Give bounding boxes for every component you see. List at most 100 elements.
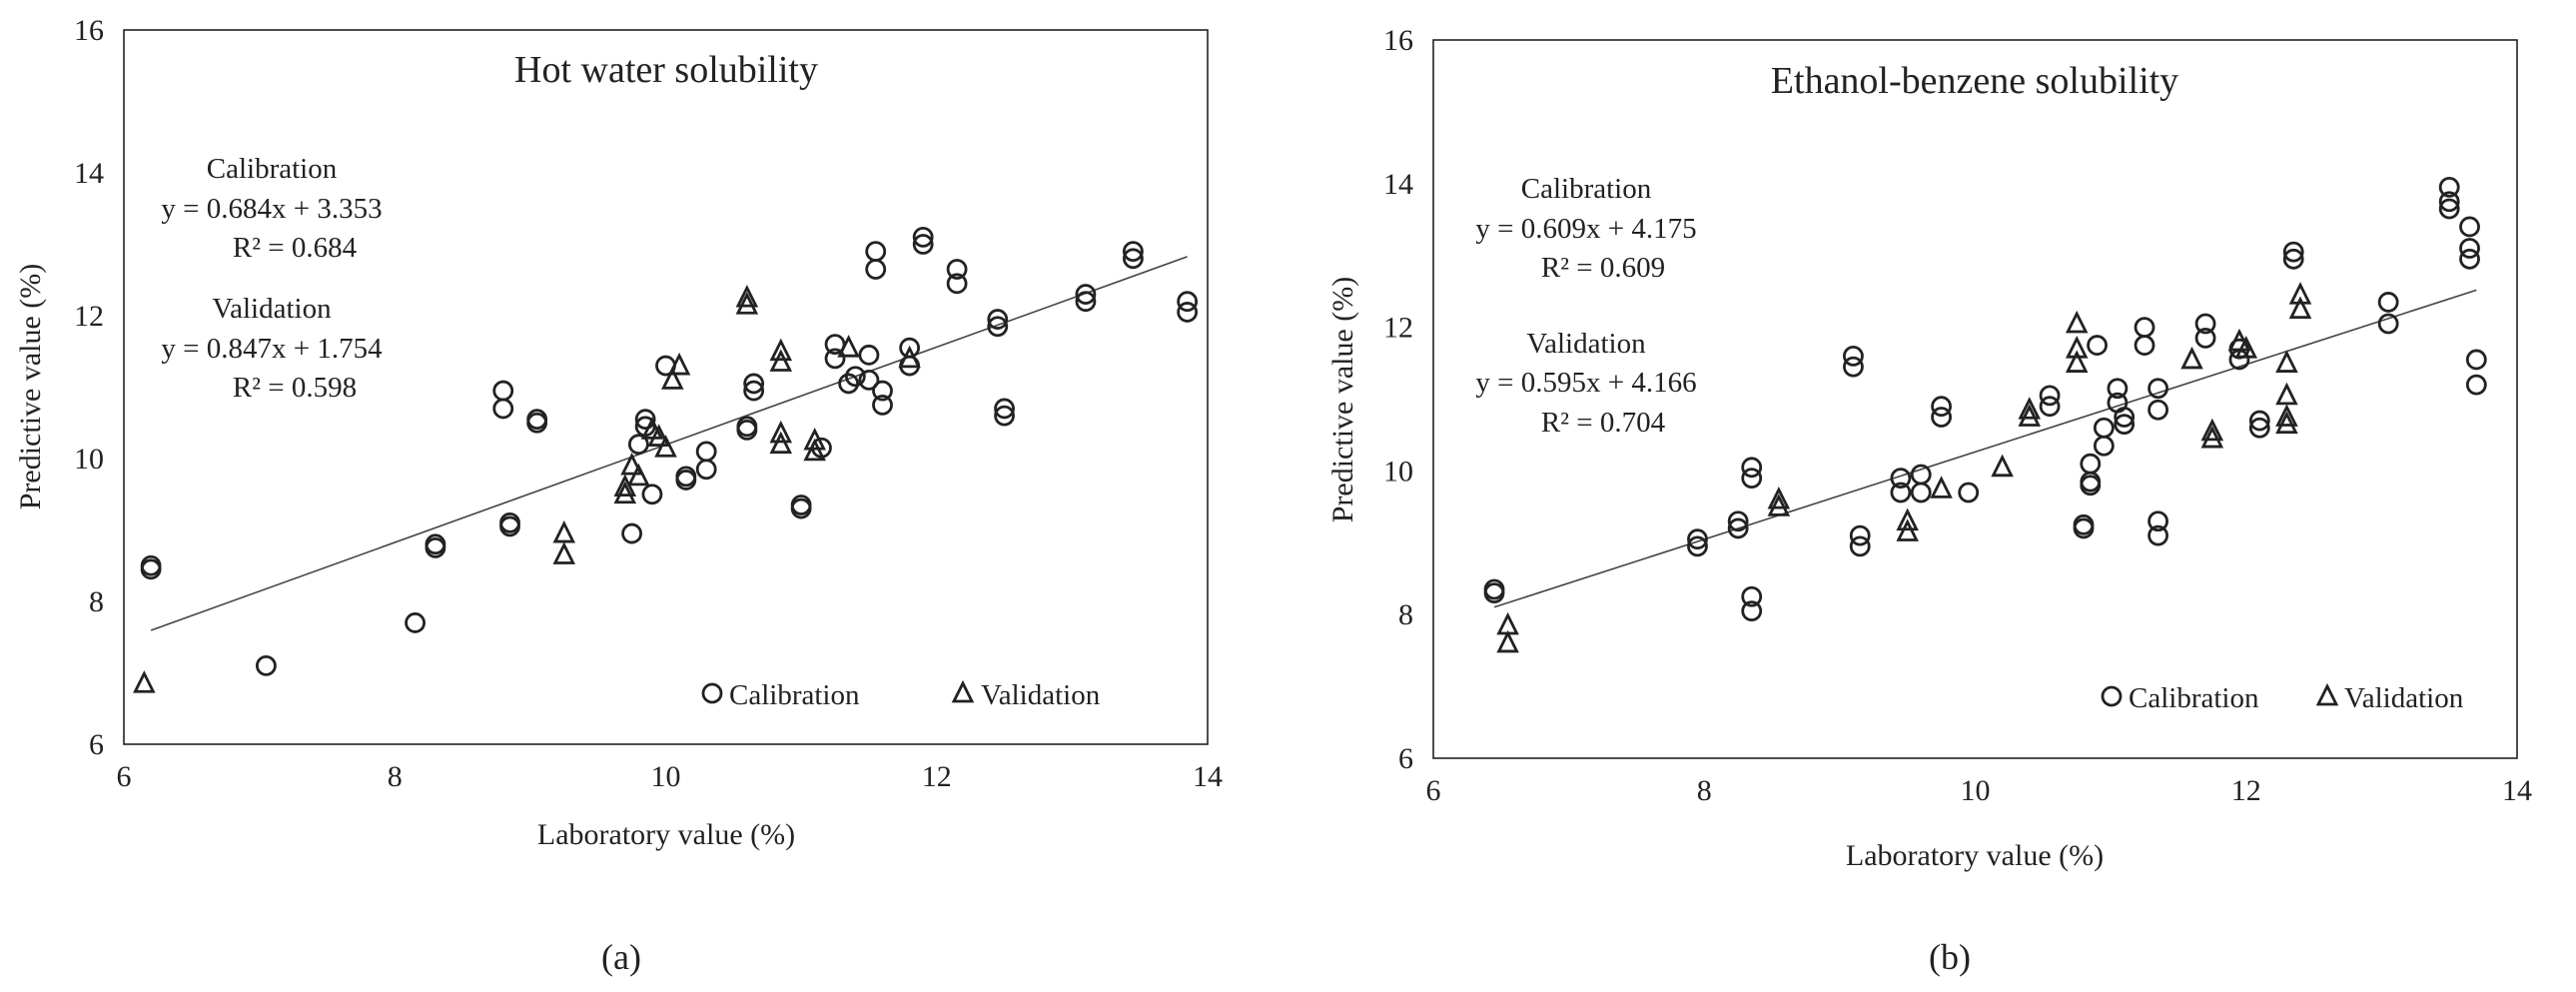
chart-title: Ethanol-benzene solubility <box>1771 60 2178 102</box>
validation-annotation: Validation y = 0.595x + 4.166 R² = 0.704 <box>1475 328 1696 439</box>
annotation-line: R² = 0.609 <box>1541 252 1665 284</box>
calibration-point <box>2194 327 2216 349</box>
calibration-point <box>1741 600 1763 622</box>
calibration-point <box>1177 291 1199 313</box>
x-tick-label: 12 <box>922 760 952 793</box>
validation-point <box>2065 336 2089 359</box>
calibration-point <box>1890 482 1912 503</box>
validation-point <box>769 338 793 362</box>
calibration-point <box>1727 510 1749 532</box>
legend-label: Calibration <box>729 679 860 711</box>
validation-point <box>769 349 793 372</box>
calibration-point <box>2248 417 2270 439</box>
calibration-point <box>1890 468 1912 489</box>
validation-point <box>735 284 759 308</box>
calibration-point <box>2438 198 2460 220</box>
calibration-point <box>994 405 1015 427</box>
legend-label: Validation <box>2344 682 2464 714</box>
calibration-point <box>256 654 277 676</box>
plot-frame <box>123 29 1209 745</box>
calibration-point <box>2377 292 2399 313</box>
calibration-point <box>405 612 426 633</box>
x-axis-label: Laboratory value (%) <box>1846 839 2104 872</box>
calibration-point <box>2377 313 2399 335</box>
calibration-point <box>2134 317 2155 339</box>
calibration-point <box>743 373 765 395</box>
chart-panel-b: 6 8 10 12 14 6 8 10 12 14 16 Ethanol-benzene solub… <box>1326 24 2532 977</box>
calibration-point <box>2465 349 2487 371</box>
annotation-line: Validation <box>212 293 332 325</box>
y-tick-label: 14 <box>74 157 104 190</box>
annotation-line: Calibration <box>1521 173 1652 205</box>
calibration-point <box>946 259 968 280</box>
y-tick-label: 8 <box>1398 598 1413 631</box>
x-tick-label: 8 <box>388 760 403 793</box>
calibration-point <box>425 536 446 558</box>
y-tick-label: 8 <box>89 585 104 618</box>
calibration-point <box>844 366 866 388</box>
calibration-point <box>621 522 642 544</box>
calibration-point <box>2039 396 2061 418</box>
validation-point <box>1896 518 1919 541</box>
calibration-point <box>526 412 548 434</box>
calibration-point <box>736 419 758 441</box>
validation-point <box>613 474 637 497</box>
calibration-point <box>912 226 934 248</box>
annotation-line: y = 0.609x + 4.175 <box>1475 213 1696 245</box>
calibration-point <box>1910 482 1932 503</box>
data-points <box>1483 176 2487 653</box>
calibration-point <box>1687 528 1708 550</box>
validation-point <box>1496 629 1519 653</box>
calibration-point <box>946 273 968 295</box>
validation-point <box>1930 476 1953 498</box>
validation-point <box>2288 296 2312 320</box>
validation-point <box>613 481 637 504</box>
calibration-point <box>1075 291 1097 313</box>
validation-point <box>2065 310 2089 334</box>
calibration-point <box>824 348 846 370</box>
calibration-point <box>1483 582 1505 604</box>
calibration-point <box>2282 248 2304 270</box>
validation-point <box>2234 336 2258 359</box>
validation-annotation: Validation y = 0.847x + 1.754 R² = 0.598 <box>161 293 383 404</box>
annotation-line: y = 0.847x + 1.754 <box>161 333 383 365</box>
validation-point <box>2180 346 2203 370</box>
calibration-point <box>695 459 717 481</box>
annotation-line: Validation <box>1526 328 1646 360</box>
validation-point <box>667 352 691 376</box>
validation-point <box>803 427 826 451</box>
legend-circle-marker <box>2101 685 2123 707</box>
annotation-line: Calibration <box>207 153 338 185</box>
validation-point <box>2018 404 2042 427</box>
validation-point <box>2275 350 2298 373</box>
calibration-point <box>1177 302 1199 323</box>
figure-label: (b) <box>1929 937 1971 977</box>
calibration-point <box>2080 453 2102 475</box>
x-tick-label: 8 <box>1697 774 1712 807</box>
legend: Calibration Validation <box>2101 682 2464 714</box>
y-tick-label: 10 <box>74 443 104 476</box>
calibration-point <box>1910 464 1932 486</box>
calibration-point <box>2147 510 2168 532</box>
calibration-point <box>2459 248 2480 270</box>
validation-point <box>2018 397 2042 420</box>
annotation-line: R² = 0.684 <box>233 232 358 264</box>
calibration-point <box>695 441 717 463</box>
calibration-point <box>499 515 520 537</box>
calibration-point <box>2147 399 2168 421</box>
y-tick-label: 6 <box>89 728 104 761</box>
calibration-point <box>987 316 1009 338</box>
calibration-point <box>2134 335 2155 356</box>
x-tick-label: 14 <box>2502 774 2532 807</box>
calibration-point <box>1075 284 1097 305</box>
calibration-point <box>675 470 697 491</box>
annotation-line: y = 0.684x + 3.353 <box>161 193 382 225</box>
calibration-point <box>858 344 880 366</box>
calibration-point <box>1843 356 1864 378</box>
calibration-point <box>1123 248 1144 270</box>
calibration-point <box>2039 385 2061 407</box>
validation-point <box>898 345 921 369</box>
y-tick-label: 12 <box>74 300 104 333</box>
calibration-point <box>994 398 1015 420</box>
calibration-point <box>2107 378 2129 400</box>
